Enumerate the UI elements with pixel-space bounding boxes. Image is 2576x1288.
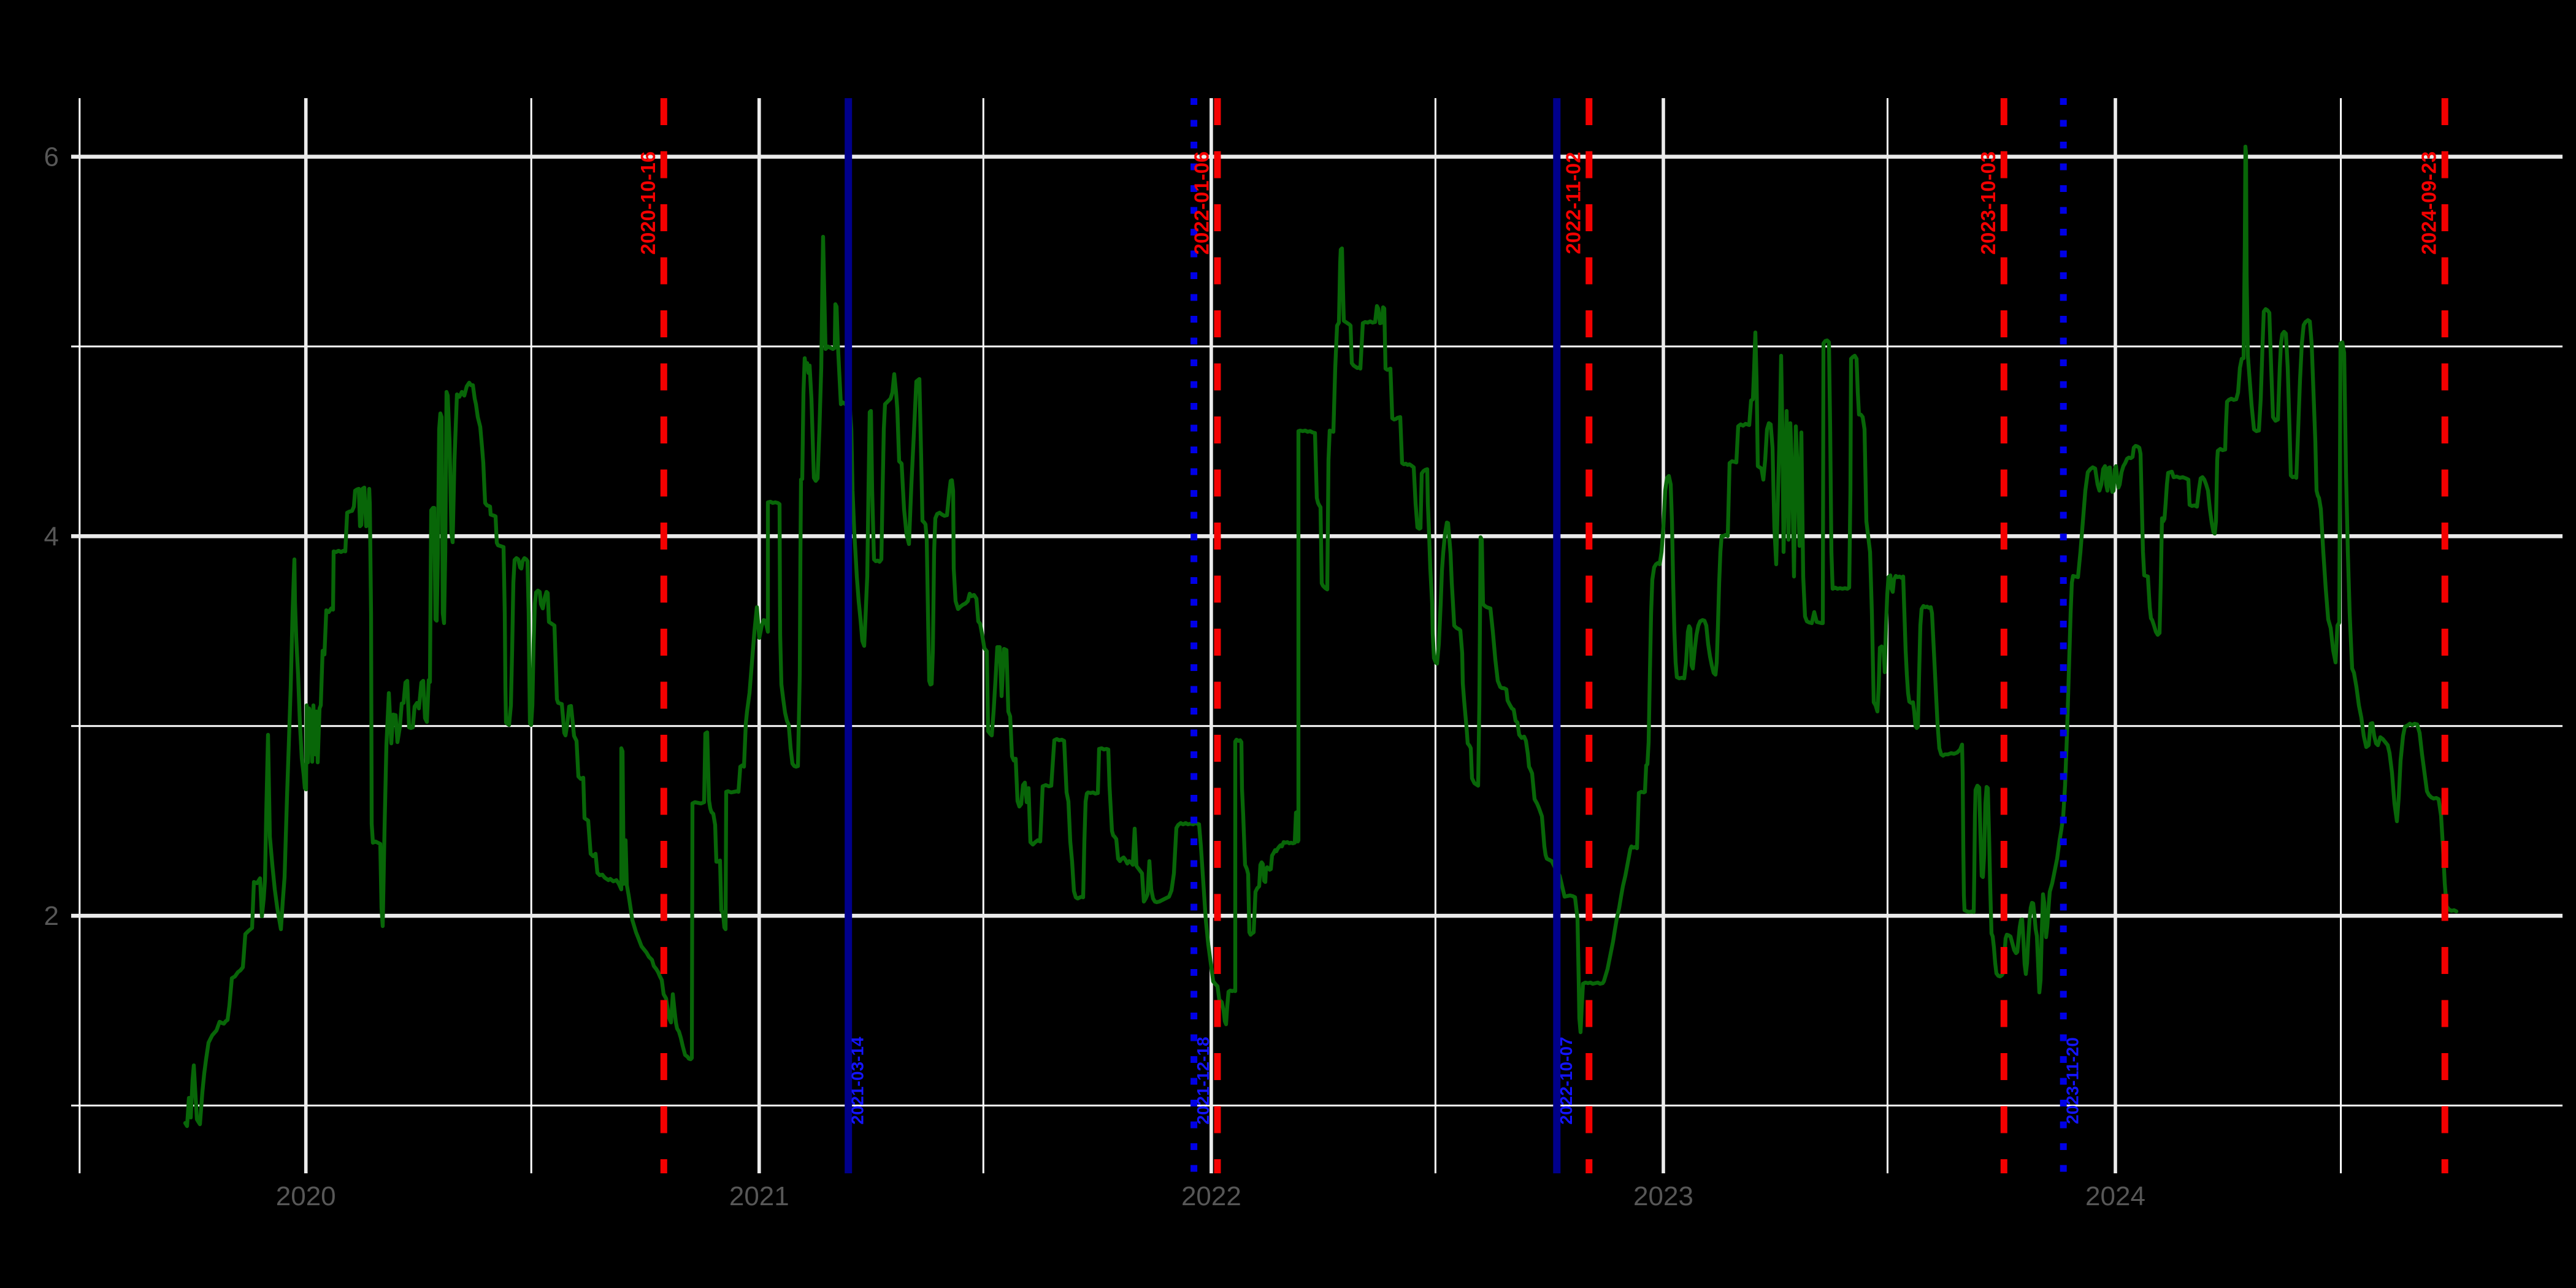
svg-text:2: 2 (44, 901, 59, 931)
svg-text:2022: 2022 (1181, 1181, 1241, 1211)
svg-text:2021-03-14: 2021-03-14 (848, 1037, 867, 1125)
svg-text:2021: 2021 (729, 1181, 789, 1211)
svg-text:2022-10-07: 2022-10-07 (1557, 1037, 1576, 1124)
svg-text:2022-11-02: 2022-11-02 (1562, 152, 1584, 255)
svg-text:2021-12-18: 2021-12-18 (1194, 1037, 1213, 1124)
svg-text:2020: 2020 (276, 1181, 336, 1211)
svg-text:2020-10-16: 2020-10-16 (637, 151, 659, 255)
svg-text:6: 6 (44, 142, 59, 172)
svg-text:2024-09-23: 2024-09-23 (2418, 151, 2440, 255)
svg-text:2023-11-20: 2023-11-20 (2063, 1037, 2082, 1124)
svg-text:2023-10-03: 2023-10-03 (1977, 151, 1999, 255)
svg-text:4: 4 (44, 521, 59, 551)
svg-text:2023: 2023 (1633, 1181, 1693, 1211)
svg-text:2022-01-06: 2022-01-06 (1190, 151, 1213, 255)
svg-text:2024: 2024 (2085, 1181, 2145, 1211)
